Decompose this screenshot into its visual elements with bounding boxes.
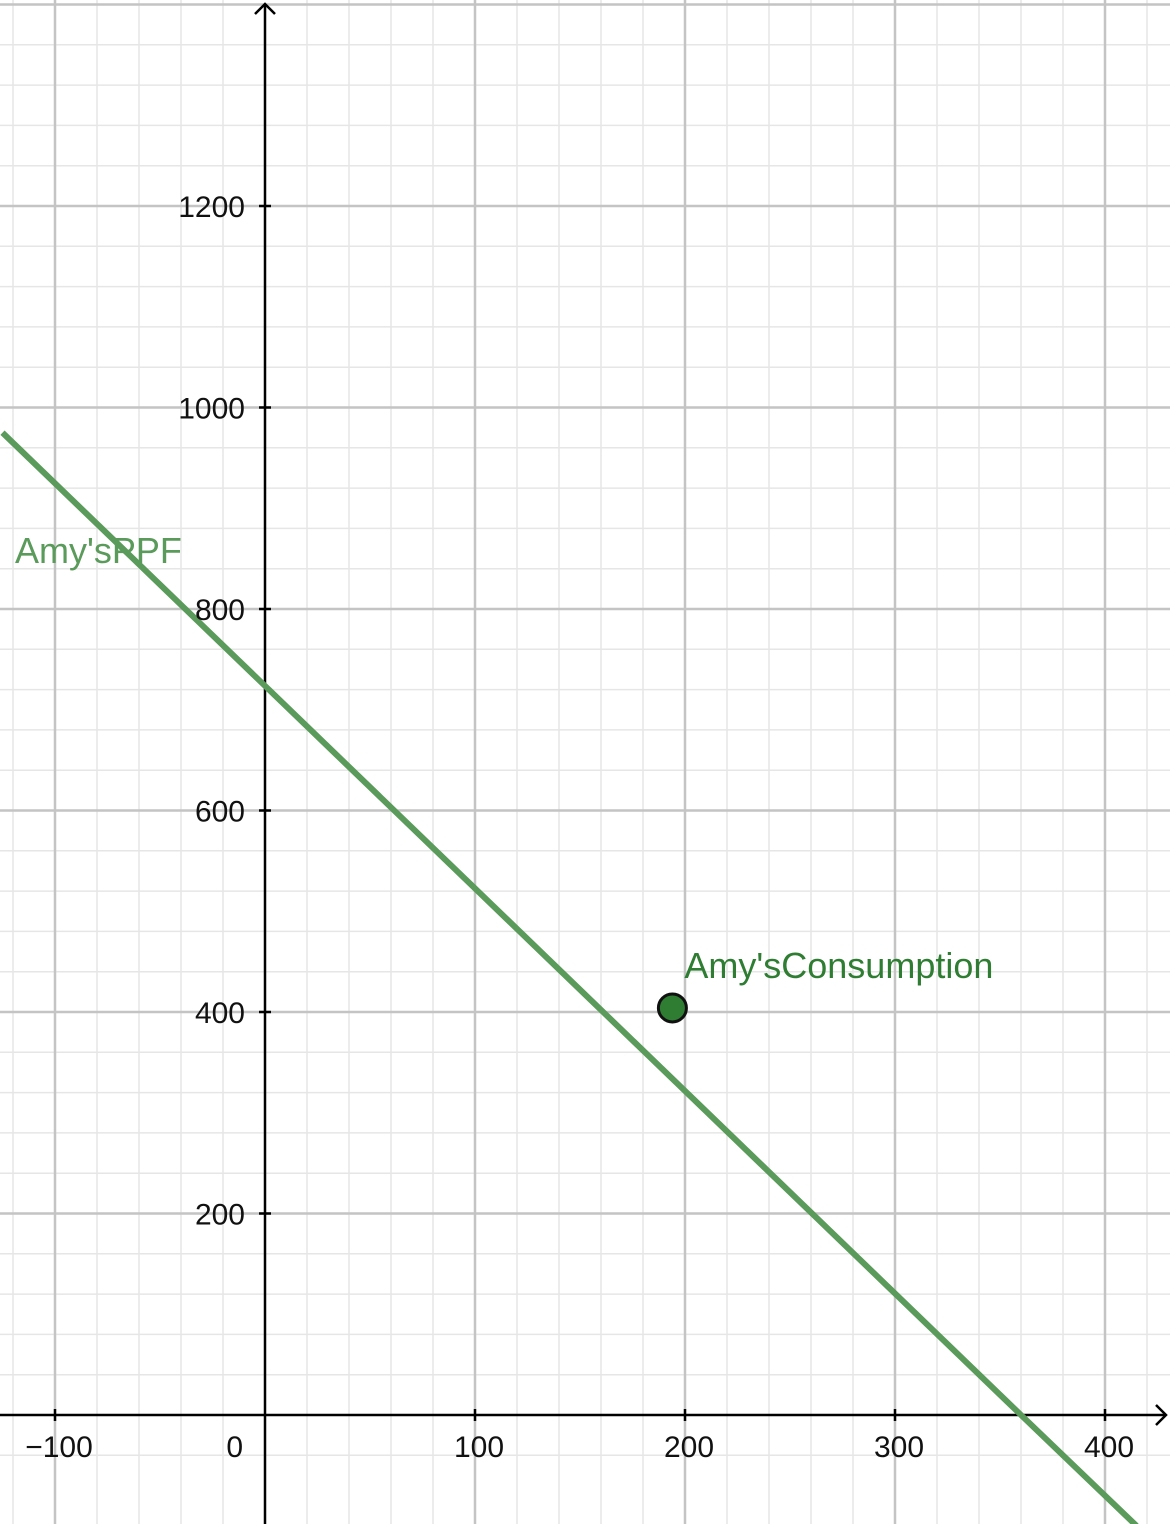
- consumption-point: [656, 992, 688, 1024]
- series-layer: [0, 430, 1139, 1524]
- ppf-label: Amy'sPPF: [15, 530, 182, 571]
- y-tick-label: 1200: [178, 191, 245, 224]
- consumption-label: Amy'sConsumption: [684, 945, 993, 986]
- y-tick-label: 600: [195, 796, 245, 829]
- y-axis-arrow: [254, 2, 276, 15]
- x-tick-label: 400: [1084, 1431, 1134, 1464]
- y-tick-label: 200: [195, 1199, 245, 1232]
- ppf-line: [0, 430, 1139, 1524]
- origin-label: 0: [226, 1431, 243, 1464]
- x-tick-label: 300: [874, 1431, 924, 1464]
- tick-labels: −100 100 200 300 400 200 400 600 800 1000 1200 0 Amy…: [15, 191, 1134, 1464]
- y-tick-label: 1000: [178, 393, 245, 426]
- x-tick-label: 200: [664, 1431, 714, 1464]
- y-tick-label: 800: [195, 594, 245, 627]
- y-tick-label: 400: [195, 997, 245, 1030]
- x-tick-label: −100: [25, 1431, 93, 1464]
- x-axis-arrow: [1155, 1404, 1168, 1426]
- x-tick-label: 100: [454, 1431, 504, 1464]
